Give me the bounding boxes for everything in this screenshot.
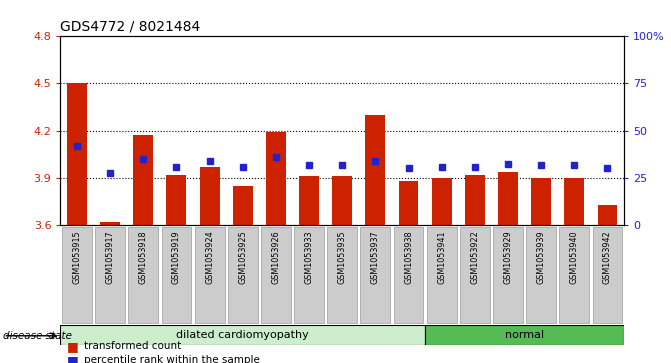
Text: disease state: disease state	[3, 331, 72, 341]
Bar	[60, 325, 425, 345]
Text: GSM1053919: GSM1053919	[172, 230, 181, 284]
Text: GSM1053940: GSM1053940	[570, 230, 579, 284]
Text: GSM1053917: GSM1053917	[105, 230, 115, 284]
FancyBboxPatch shape	[62, 227, 92, 323]
Text: ■: ■	[67, 340, 79, 353]
Text: transformed count: transformed count	[84, 341, 181, 351]
FancyBboxPatch shape	[128, 227, 158, 323]
Text: percentile rank within the sample: percentile rank within the sample	[84, 355, 260, 363]
Bar	[564, 178, 584, 225]
FancyBboxPatch shape	[95, 227, 125, 323]
Bar	[531, 178, 551, 225]
FancyBboxPatch shape	[592, 227, 623, 323]
Text: GSM1053942: GSM1053942	[603, 230, 612, 284]
Text: ■: ■	[67, 354, 79, 363]
FancyBboxPatch shape	[294, 227, 324, 323]
Text: GSM1053926: GSM1053926	[271, 230, 280, 284]
FancyBboxPatch shape	[261, 227, 291, 323]
Text: GSM1053941: GSM1053941	[437, 230, 446, 284]
Bar	[200, 167, 219, 225]
FancyBboxPatch shape	[493, 227, 523, 323]
Bar	[233, 186, 253, 225]
Bar	[67, 83, 87, 225]
Text: GSM1053933: GSM1053933	[305, 230, 313, 284]
Text: GSM1053925: GSM1053925	[238, 230, 247, 284]
Bar	[425, 325, 624, 345]
Text: GSM1053929: GSM1053929	[503, 230, 513, 284]
Text: GDS4772 / 8021484: GDS4772 / 8021484	[60, 20, 201, 34]
Text: GSM1053937: GSM1053937	[371, 230, 380, 284]
Bar	[399, 181, 419, 225]
Text: GSM1053939: GSM1053939	[537, 230, 546, 284]
Bar	[166, 175, 187, 225]
Bar	[498, 172, 518, 225]
FancyBboxPatch shape	[195, 227, 225, 323]
FancyBboxPatch shape	[560, 227, 589, 323]
Bar	[134, 135, 153, 225]
Bar	[100, 222, 120, 225]
Bar	[465, 175, 484, 225]
FancyBboxPatch shape	[427, 227, 456, 323]
Bar	[366, 115, 385, 225]
Bar	[299, 176, 319, 225]
Text: normal: normal	[505, 330, 544, 340]
Bar	[431, 178, 452, 225]
Text: GSM1053938: GSM1053938	[404, 230, 413, 284]
Bar	[266, 132, 286, 225]
Text: GSM1053924: GSM1053924	[205, 230, 214, 284]
FancyBboxPatch shape	[228, 227, 258, 323]
Text: dilated cardiomyopathy: dilated cardiomyopathy	[176, 330, 309, 340]
Text: GSM1053935: GSM1053935	[338, 230, 347, 284]
Text: GSM1053918: GSM1053918	[139, 230, 148, 284]
FancyBboxPatch shape	[360, 227, 391, 323]
Bar	[332, 176, 352, 225]
FancyBboxPatch shape	[526, 227, 556, 323]
Text: GSM1053922: GSM1053922	[470, 230, 479, 284]
FancyBboxPatch shape	[327, 227, 357, 323]
Bar	[597, 205, 617, 225]
FancyBboxPatch shape	[460, 227, 490, 323]
Text: GSM1053915: GSM1053915	[72, 230, 81, 284]
FancyBboxPatch shape	[162, 227, 191, 323]
FancyBboxPatch shape	[394, 227, 423, 323]
